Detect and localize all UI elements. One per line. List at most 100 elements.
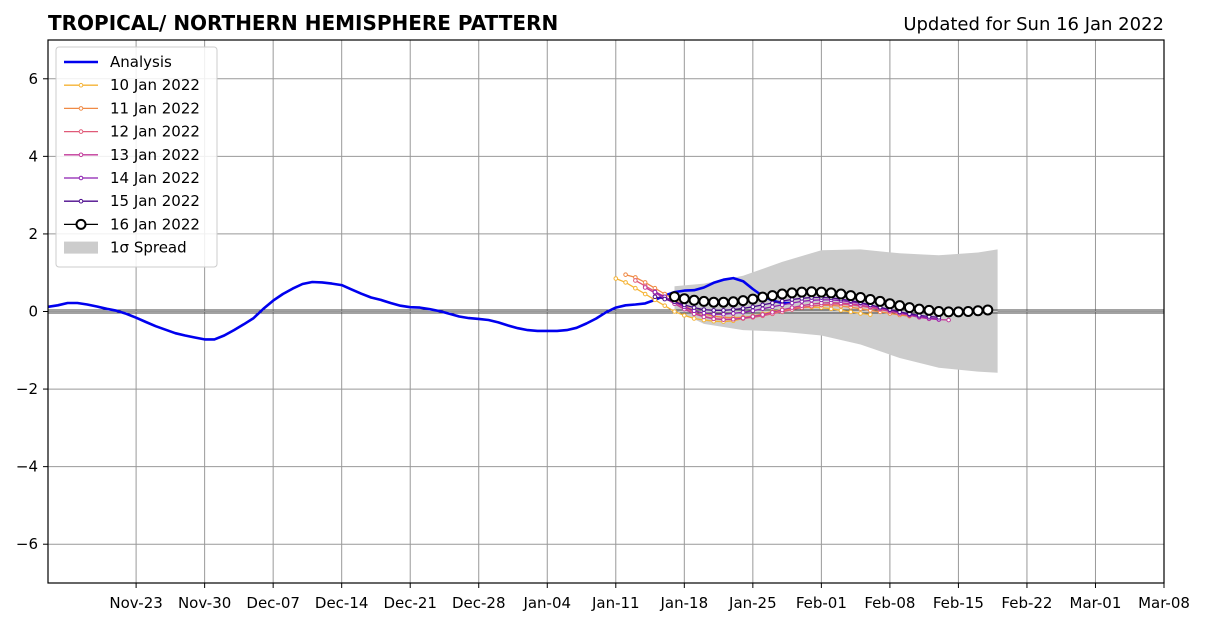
series-point xyxy=(642,291,648,297)
series-point xyxy=(711,311,716,317)
series-point xyxy=(669,291,681,303)
y-tick-label: −2 xyxy=(16,380,38,398)
series-point xyxy=(799,303,805,308)
x-tick-label: Jan-11 xyxy=(591,594,640,612)
series-point xyxy=(760,302,765,308)
series-point xyxy=(708,296,720,308)
series-point xyxy=(815,286,827,298)
x-tick-label: Dec-21 xyxy=(383,594,437,612)
legend-label: 14 Jan 2022 xyxy=(110,169,200,187)
legend-label: 15 Jan 2022 xyxy=(110,192,200,210)
chart-subtitle: Updated for Sun 16 Jan 2022 xyxy=(903,14,1164,35)
series-point xyxy=(972,305,984,317)
legend-label: 12 Jan 2022 xyxy=(110,123,200,141)
series-point xyxy=(952,306,964,318)
series-point xyxy=(770,309,775,315)
series-point xyxy=(747,293,759,305)
y-tick-label: −6 xyxy=(16,535,38,553)
series-point xyxy=(946,317,951,323)
series-point xyxy=(642,285,648,290)
series-point xyxy=(652,294,658,300)
x-tick-label: Jan-18 xyxy=(660,594,709,612)
series-point xyxy=(721,311,726,317)
x-tick-label: Mar-08 xyxy=(1138,594,1190,612)
y-tick-label: −4 xyxy=(16,458,38,476)
series-point xyxy=(730,307,736,312)
x-tick-label: Feb-08 xyxy=(864,594,915,612)
series-point xyxy=(766,290,778,302)
series-point xyxy=(806,286,818,298)
series-point xyxy=(691,305,697,310)
series-point xyxy=(750,314,756,319)
x-tick-label: Feb-22 xyxy=(1001,594,1052,612)
legend-swatch-marker xyxy=(78,198,84,204)
x-tick-label: Feb-15 xyxy=(933,594,984,612)
series-point xyxy=(858,311,863,316)
legend-swatch-marker xyxy=(78,152,84,158)
x-tick-label: Dec-14 xyxy=(315,594,369,612)
spread-band xyxy=(674,249,998,373)
series-point xyxy=(698,295,710,307)
spread-layer xyxy=(674,249,998,373)
series-point xyxy=(903,302,915,314)
legend-label: 10 Jan 2022 xyxy=(110,76,200,94)
series-point xyxy=(760,312,765,317)
series-point xyxy=(730,316,736,322)
x-tick-label: Nov-23 xyxy=(109,594,162,612)
series-point xyxy=(779,298,785,304)
series-point xyxy=(727,296,739,308)
x-tick-label: Jan-04 xyxy=(522,594,571,612)
series-point xyxy=(760,306,765,312)
legend-swatch-marker xyxy=(78,106,84,111)
series-point xyxy=(623,272,628,277)
series-point xyxy=(740,306,746,311)
series-point xyxy=(737,295,749,307)
series-point xyxy=(613,276,619,281)
series-point xyxy=(770,304,775,310)
series-point xyxy=(721,308,726,313)
y-tick-label: 0 xyxy=(28,303,38,321)
legend-swatch-spread xyxy=(64,241,98,254)
legend-label: 1σ Spread xyxy=(110,239,187,257)
series-point xyxy=(982,304,994,316)
series-point xyxy=(913,303,925,315)
series-point xyxy=(633,285,638,291)
analysis-line xyxy=(47,276,792,341)
x-tick-label: Jan-25 xyxy=(728,594,777,612)
series-point xyxy=(962,306,974,317)
axes: Nov-23 Nov-30 Dec-07 Dec-14 Dec-21 Dec-28 Jan-… xyxy=(16,39,1190,612)
series-point xyxy=(711,308,716,313)
series-point xyxy=(835,288,847,300)
x-tick-label: Dec-28 xyxy=(452,594,506,612)
series-point xyxy=(623,280,628,285)
series-point xyxy=(864,293,876,305)
legend-label: 16 Jan 2022 xyxy=(110,215,200,233)
series-point xyxy=(779,302,785,308)
series-point xyxy=(874,295,886,307)
series-point xyxy=(809,301,814,307)
x-tick-label: Nov-30 xyxy=(178,594,231,612)
series-point xyxy=(868,312,873,317)
series-point xyxy=(789,305,795,310)
series-point xyxy=(750,304,756,310)
x-tick-label: Feb-01 xyxy=(796,594,847,612)
legend-swatch-marker xyxy=(78,129,84,134)
series-point xyxy=(717,296,729,308)
series-point xyxy=(845,290,857,302)
series-point xyxy=(943,306,955,318)
series-point xyxy=(672,309,677,314)
series-point xyxy=(662,303,668,308)
series-point xyxy=(678,293,690,305)
series-point xyxy=(682,313,687,318)
series-point xyxy=(848,309,854,315)
series-point xyxy=(923,304,935,316)
series-point xyxy=(652,289,658,295)
series-point xyxy=(855,292,867,304)
series-point xyxy=(688,294,700,306)
legend-label: Analysis xyxy=(110,53,172,71)
x-tick-label: Mar-01 xyxy=(1070,594,1122,612)
y-tick-label: 4 xyxy=(28,147,38,165)
y-tick-label: 2 xyxy=(28,225,38,243)
series-point xyxy=(770,300,775,306)
